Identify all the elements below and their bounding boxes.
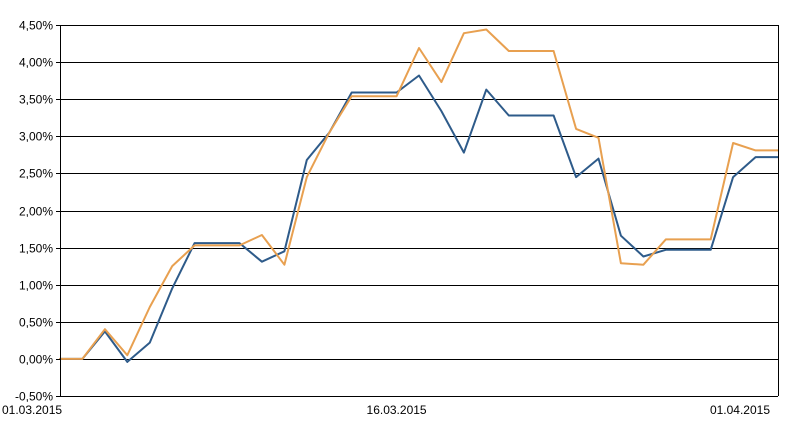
series-line-2 — [59, 28, 779, 360]
y-tick-label: 0,50% — [19, 316, 53, 330]
y-tick-label: 4,50% — [19, 19, 53, 33]
x-tick-label: 16.03.2015 — [367, 403, 427, 417]
series-lines — [59, 28, 779, 363]
tick-labels: -0,50% 0,00% 0,50% 1,00% 1,50% 2,00% 2,50% 3,00… — [2, 19, 770, 418]
gridlines — [60, 25, 778, 397]
y-tick-label: 4,00% — [19, 56, 53, 70]
y-tick-label: 3,50% — [19, 93, 53, 107]
axes — [56, 25, 779, 397]
y-tick-label: 0,00% — [19, 353, 53, 367]
y-tick-label: -0,50% — [15, 390, 53, 404]
y-tick-label: 2,00% — [19, 205, 53, 219]
y-tick-label: 1,00% — [19, 279, 53, 293]
x-tick-label: 01.03.2015 — [2, 403, 62, 417]
series-line-1 — [59, 74, 779, 363]
y-tick-label: 2,50% — [19, 167, 53, 181]
x-tick-label: 01.04.2015 — [710, 403, 770, 417]
y-tick-label: 1,50% — [19, 242, 53, 256]
y-tick-label: 3,00% — [19, 130, 53, 144]
